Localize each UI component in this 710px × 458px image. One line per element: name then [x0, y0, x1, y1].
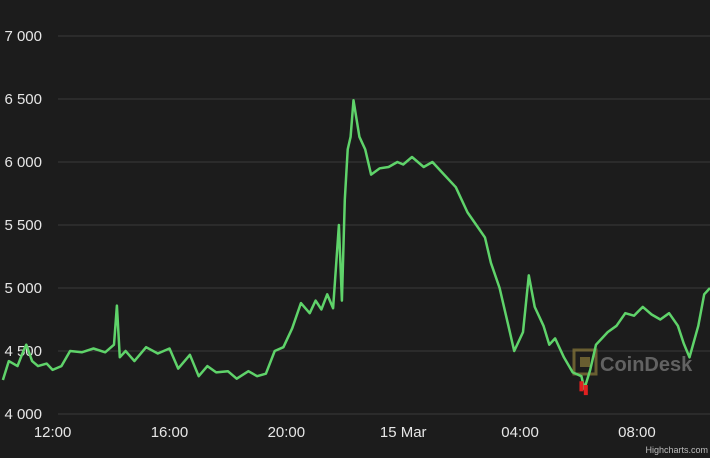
- x-tick-label: 20:00: [268, 424, 306, 441]
- x-tick-label: 04:00: [501, 424, 539, 441]
- x-tick-label: 16:00: [151, 424, 189, 441]
- y-tick-label: 4 000: [4, 406, 42, 423]
- y-tick-label: 6 000: [4, 154, 42, 171]
- x-tick-label: 15 Mar: [380, 424, 427, 441]
- x-axis-labels: 12:00 16:00 20:00 15 Mar 04:00 08:00: [34, 424, 656, 441]
- x-tick-label: 08:00: [618, 424, 656, 441]
- price-series: [1, 99, 710, 391]
- y-tick-label: 5 500: [4, 217, 42, 234]
- y-tick-label: 5 000: [4, 280, 42, 297]
- coindesk-watermark: CoinDesk: [572, 348, 693, 376]
- y-tick-label: 6 500: [4, 91, 42, 108]
- highcharts-credit[interactable]: Highcharts.com: [645, 445, 708, 455]
- x-tick-label: 12:00: [34, 424, 72, 441]
- dip-markers: [579, 381, 588, 396]
- price-line: [1, 99, 710, 391]
- coindesk-logo-icon: [572, 348, 598, 376]
- y-tick-label: 7 000: [4, 28, 42, 45]
- watermark-text: CoinDesk: [600, 354, 693, 376]
